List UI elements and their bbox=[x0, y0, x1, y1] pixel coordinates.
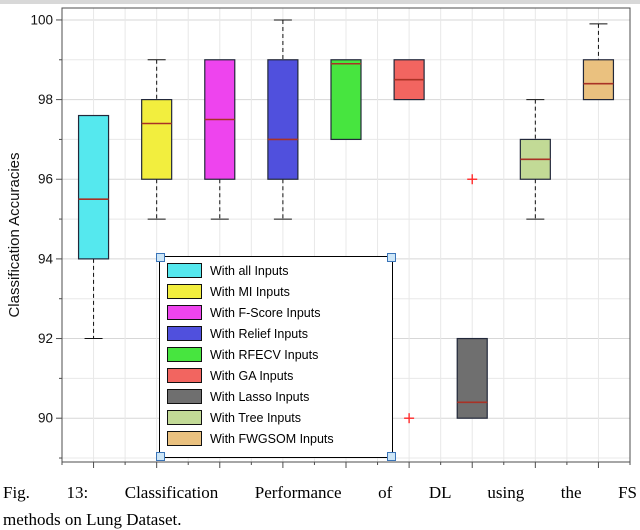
legend-selection-handle-br[interactable] bbox=[387, 452, 396, 461]
figure-caption: Fig. 13: Classification Performance of D… bbox=[0, 483, 640, 530]
legend-item-2[interactable]: With F-Score Inputs bbox=[167, 302, 392, 323]
legend-item-6[interactable]: With Lasso Inputs bbox=[167, 386, 392, 407]
legend-swatch bbox=[167, 305, 202, 320]
box-0[interactable] bbox=[77, 114, 110, 260]
box-6[interactable] bbox=[456, 337, 488, 419]
boxplot-figure: 90 92 94 96 98 100 Classification Accuracies … bbox=[6, 7, 631, 468]
legend-swatch bbox=[167, 410, 202, 425]
legend-item-8[interactable]: With FWGSOM Inputs bbox=[167, 428, 392, 449]
box-4[interactable] bbox=[330, 59, 362, 141]
y-axis-label: Classification Accuracies bbox=[6, 152, 23, 318]
legend-item-5[interactable]: With GA Inputs bbox=[167, 365, 392, 386]
legend-swatch bbox=[167, 263, 202, 278]
legend-swatch bbox=[167, 284, 202, 299]
legend-swatch bbox=[167, 326, 202, 341]
legend-item-4[interactable]: With RFECV Inputs bbox=[167, 344, 392, 365]
box-8[interactable] bbox=[582, 59, 615, 101]
legend-item-0[interactable]: With all Inputs bbox=[167, 260, 392, 281]
legend-swatch bbox=[167, 347, 202, 362]
box-1[interactable] bbox=[141, 98, 173, 180]
legend-label: With RFECV Inputs bbox=[210, 347, 319, 362]
legend-label: With Relief Inputs bbox=[210, 326, 308, 341]
caption-line-2: methods on Lung Dataset. bbox=[3, 510, 182, 529]
y-tick-label: 92 bbox=[38, 331, 53, 346]
legend-selection-handle-tr[interactable] bbox=[387, 253, 396, 262]
legend-swatch bbox=[167, 389, 202, 404]
legend-label: With FWGSOM Inputs bbox=[210, 431, 334, 446]
legend-label: With MI Inputs bbox=[210, 284, 290, 299]
legend-label: With all Inputs bbox=[210, 263, 289, 278]
legend-item-7[interactable]: With Tree Inputs bbox=[167, 407, 392, 428]
y-tick-label: 96 bbox=[38, 172, 53, 187]
y-tick-label: 98 bbox=[38, 92, 53, 107]
legend-selection-handle-tl[interactable] bbox=[156, 253, 165, 262]
page-edge bbox=[0, 0, 640, 4]
legend-label: With Tree Inputs bbox=[210, 410, 302, 425]
legend-item-1[interactable]: With MI Inputs bbox=[167, 281, 392, 302]
legend-swatch bbox=[167, 431, 202, 446]
legend-swatch bbox=[167, 368, 202, 383]
caption-line-1: Fig. 13: Classification Performance of D… bbox=[3, 483, 637, 502]
y-tick-label: 90 bbox=[38, 411, 53, 426]
y-tick-label: 100 bbox=[30, 12, 53, 27]
box-3[interactable] bbox=[267, 59, 299, 180]
legend-label: With F-Score Inputs bbox=[210, 305, 321, 320]
y-tick-label: 94 bbox=[38, 251, 54, 266]
legend-label: With GA Inputs bbox=[210, 368, 294, 383]
legend[interactable]: With all Inputs With MI Inputs With F-Scor… bbox=[156, 253, 396, 461]
legend-label: With Lasso Inputs bbox=[210, 389, 310, 404]
legend-item-3[interactable]: With Relief Inputs bbox=[167, 323, 392, 344]
legend-selection-handle-bl[interactable] bbox=[156, 452, 165, 461]
